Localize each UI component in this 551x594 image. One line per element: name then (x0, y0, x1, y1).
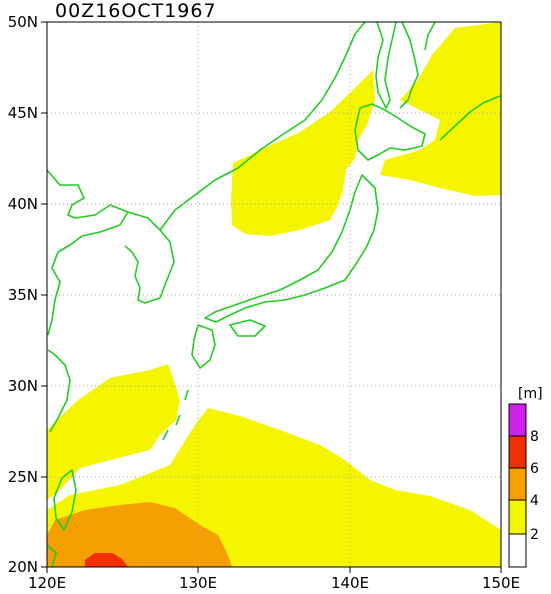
x-tick-140E: 140E (331, 574, 369, 592)
y-tick-35N: 35N (8, 286, 38, 304)
figure-title: 00Z16OCT1967 (55, 0, 217, 22)
x-tick-130E: 130E (179, 574, 217, 592)
colorbar-label-2: 2 (530, 527, 539, 543)
y-tick-20N: 20N (8, 558, 38, 576)
wave-height-6to8-shading (85, 553, 128, 567)
colorbar-swatch-0to2 (508, 533, 527, 568)
colorbar-swatch-8plus (508, 403, 527, 437)
map-panel (41, 21, 502, 573)
y-tick-50N: 50N (8, 13, 38, 31)
graticule (47, 22, 501, 567)
x-axis-labels: 120E 130E 140E 150E (28, 574, 520, 592)
colorbar-swatch-4to6 (508, 467, 527, 501)
colorbar-label-6: 6 (530, 461, 539, 477)
y-tick-40N: 40N (8, 195, 38, 213)
colorbar-swatch-6to8 (508, 435, 527, 469)
y-tick-25N: 25N (8, 468, 38, 486)
colorbar-swatch-2to4 (508, 499, 527, 535)
colorbar-label-4: 4 (530, 493, 539, 509)
x-tick-150E: 150E (482, 574, 520, 592)
wave-height-4to6-shading (47, 502, 232, 567)
y-axis-labels: 20N 25N 30N 35N 40N 45N 50N (8, 13, 38, 576)
y-tick-30N: 30N (8, 377, 38, 395)
coastlines (46, 21, 501, 568)
y-tick-45N: 45N (8, 104, 38, 122)
colorbar-unit: [m] (518, 386, 543, 402)
colorbar-label-8: 8 (530, 429, 539, 445)
colorbar: [m] 2 4 6 8 (508, 386, 543, 568)
x-tick-120E: 120E (28, 574, 66, 592)
